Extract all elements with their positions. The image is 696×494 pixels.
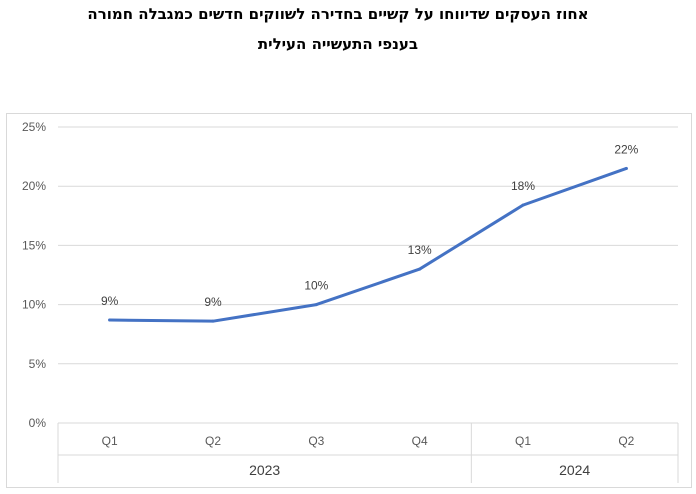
x-tick-label: Q2 [205, 434, 221, 448]
data-point [314, 303, 318, 307]
x-group-label: 2024 [559, 462, 590, 478]
y-tick-label: 5% [29, 357, 47, 371]
data-label: 9% [204, 295, 222, 309]
x-tick-label: Q2 [618, 434, 634, 448]
y-tick-label: 25% [22, 120, 46, 134]
data-point [521, 203, 525, 207]
x-tick-label: Q4 [412, 434, 428, 448]
data-label: 13% [408, 243, 432, 257]
y-tick-label: 15% [22, 238, 46, 252]
y-tick-label: 10% [22, 298, 46, 312]
data-label: 22% [614, 142, 638, 156]
y-tick-label: 20% [22, 179, 46, 193]
x-tick-label: Q3 [308, 434, 324, 448]
data-label: 9% [101, 294, 119, 308]
data-point [108, 318, 112, 322]
data-point [418, 267, 422, 271]
x-tick-label: Q1 [515, 434, 531, 448]
series-line [108, 166, 628, 323]
data-label: 10% [304, 279, 328, 293]
chart-title-line1: אחוז העסקים שדיווחו על קשיים בחדירה לשוו… [87, 5, 589, 23]
x-tick-label: Q1 [102, 434, 118, 448]
chart-frame [6, 113, 692, 488]
chart-title-line2: בענפי התעשייה העילית [257, 35, 419, 53]
x-group-label: 2023 [249, 462, 280, 478]
data-point [211, 319, 215, 323]
data-label: 18% [511, 179, 535, 193]
data-point [624, 166, 628, 170]
y-tick-label: 0% [29, 416, 47, 430]
